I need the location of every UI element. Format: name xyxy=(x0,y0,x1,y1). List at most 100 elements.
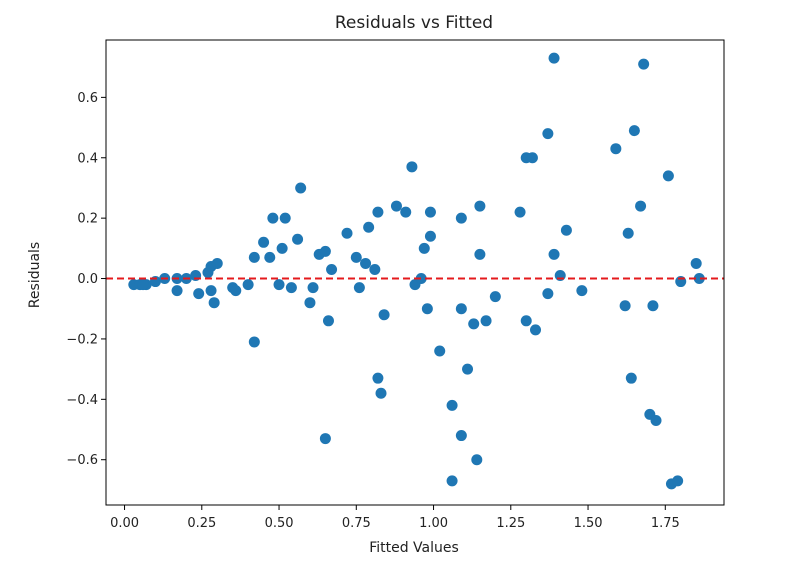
x-tick-label: 1.25 xyxy=(496,516,525,531)
data-point xyxy=(258,236,270,248)
data-point xyxy=(285,282,297,294)
x-tick-label: 1.50 xyxy=(574,516,603,531)
data-point xyxy=(267,212,279,224)
x-tick-label: 0.50 xyxy=(265,516,294,531)
data-point xyxy=(208,297,220,309)
data-point xyxy=(625,372,637,384)
data-point xyxy=(628,125,640,137)
data-point xyxy=(672,475,684,487)
data-point xyxy=(471,454,483,466)
data-point xyxy=(415,273,427,285)
x-tick-label: 1.00 xyxy=(419,516,448,531)
data-point xyxy=(304,297,316,309)
y-axis-title: Residuals xyxy=(27,242,43,308)
data-point xyxy=(520,315,532,327)
y-axis-ticks: −0.6 −0.4 −0.2 0.0 0.2 0.4 0.6 xyxy=(66,91,106,468)
x-axis-title: Fitted Values xyxy=(369,540,459,556)
data-point xyxy=(276,242,288,254)
data-point xyxy=(530,324,542,336)
data-point xyxy=(279,212,291,224)
data-point xyxy=(211,257,223,269)
data-point xyxy=(372,372,384,384)
data-point xyxy=(424,206,436,218)
data-point xyxy=(647,300,659,312)
data-point xyxy=(548,52,560,64)
data-point xyxy=(372,206,384,218)
data-point xyxy=(690,257,702,269)
data-point xyxy=(693,273,705,285)
data-point xyxy=(295,182,307,194)
data-point xyxy=(434,345,446,357)
y-tick-label: 0.0 xyxy=(77,272,98,287)
x-tick-label: 0.00 xyxy=(110,516,139,531)
data-point xyxy=(542,288,554,300)
data-point xyxy=(474,200,486,212)
data-point xyxy=(326,263,338,275)
data-point xyxy=(424,230,436,242)
data-point xyxy=(390,200,402,212)
data-point xyxy=(400,206,412,218)
data-point xyxy=(576,285,588,297)
data-point xyxy=(526,152,538,164)
plot-area-frame xyxy=(105,39,725,506)
data-point xyxy=(273,279,285,291)
data-point xyxy=(418,242,430,254)
data-point xyxy=(353,282,365,294)
y-tick-label: 0.4 xyxy=(77,151,98,166)
data-point xyxy=(242,279,254,291)
data-point xyxy=(421,303,433,315)
data-point xyxy=(319,245,331,257)
data-point xyxy=(619,300,631,312)
y-tick-label: −0.4 xyxy=(66,393,98,408)
data-point xyxy=(292,233,304,245)
data-point xyxy=(369,263,381,275)
data-point xyxy=(650,414,662,426)
data-point xyxy=(319,433,331,445)
data-point xyxy=(322,315,334,327)
data-point xyxy=(489,291,501,303)
data-point xyxy=(542,128,554,140)
data-point xyxy=(455,430,467,442)
y-tick-label: −0.2 xyxy=(66,332,98,347)
data-point xyxy=(635,200,647,212)
data-point xyxy=(363,221,375,233)
data-point xyxy=(378,309,390,321)
data-point xyxy=(248,336,260,348)
x-axis-ticks: 0.00 0.25 0.50 0.75 1.00 1.25 1.50 1.75 xyxy=(110,505,680,531)
data-point xyxy=(137,279,149,291)
y-tick-label: 0.2 xyxy=(77,212,98,227)
data-point xyxy=(406,161,418,173)
data-point xyxy=(248,251,260,263)
data-point xyxy=(360,257,372,269)
data-marks xyxy=(128,52,705,490)
chart-title: Residuals vs Fitted xyxy=(335,13,493,33)
x-tick-label: 0.25 xyxy=(187,516,216,531)
data-point xyxy=(307,282,319,294)
data-point xyxy=(264,251,276,263)
data-point xyxy=(638,58,650,70)
data-point xyxy=(193,288,205,300)
data-point xyxy=(514,206,526,218)
data-point xyxy=(205,285,217,297)
data-point xyxy=(455,212,467,224)
data-point xyxy=(480,315,492,327)
data-point xyxy=(560,224,572,236)
data-point xyxy=(662,170,674,182)
data-point xyxy=(548,248,560,260)
data-point xyxy=(375,387,387,399)
y-tick-label: −0.6 xyxy=(66,453,98,468)
data-point xyxy=(610,143,622,155)
data-point xyxy=(468,318,480,330)
data-point xyxy=(341,227,353,239)
data-point xyxy=(446,399,458,411)
data-point xyxy=(622,227,634,239)
data-point xyxy=(350,251,362,263)
data-point xyxy=(474,248,486,260)
data-point xyxy=(462,363,474,375)
x-tick-label: 1.75 xyxy=(651,516,680,531)
x-tick-label: 0.75 xyxy=(342,516,371,531)
data-point xyxy=(230,285,242,297)
data-point xyxy=(455,303,467,315)
